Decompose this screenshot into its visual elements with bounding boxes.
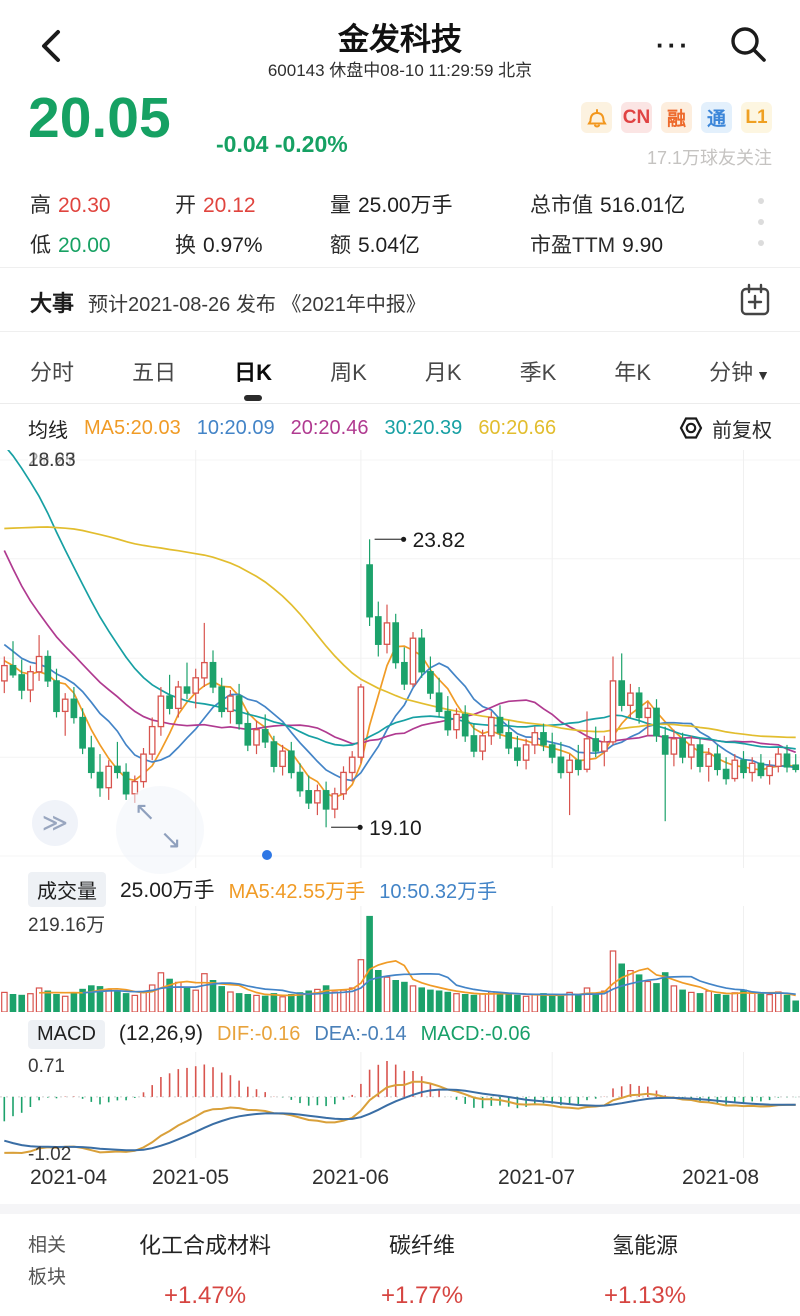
followers-count: 17.1万球友关注 — [646, 148, 772, 168]
x-label: 2021-07 — [498, 1166, 576, 1189]
stock-code-status: 600143 休盘中08-10 11:29:59 北京 — [267, 61, 533, 80]
price-change: -0.04 -0.20% — [216, 131, 348, 157]
adjust-mode-button[interactable]: 前复权 — [678, 414, 772, 443]
stat-market-cap: 总市值 516.01亿 — [530, 194, 686, 217]
macd-max-label: 0.71 — [28, 1056, 65, 1077]
volume-ma5: MA5:42.55万手 — [228, 880, 366, 903]
macd-label[interactable]: MACD — [28, 1019, 105, 1049]
stat-pe-ttm: 市盈TTM 9.90 — [530, 234, 664, 257]
back-icon[interactable] — [34, 26, 70, 66]
stats-pager-dots — [758, 198, 764, 246]
macd-chart[interactable]: 0.71 -1.02 — [0, 1052, 800, 1165]
calendar-add-icon[interactable] — [738, 282, 772, 318]
x-label: 2021-06 — [312, 1166, 390, 1189]
search-icon[interactable] — [726, 22, 770, 66]
price-annotation: 23.82 — [374, 529, 466, 552]
header: 金发科技 600143 休盘中08-10 11:29:59 北京 ··· — [0, 0, 800, 88]
chevron-down-icon: ▼ — [756, 366, 770, 383]
ma10-value: 10:20.09 — [196, 416, 275, 439]
macd-dif-value: DIF:-0.16 — [216, 1022, 301, 1045]
macd-hist-value: MACD:-0.06 — [420, 1022, 531, 1045]
volume-chart[interactable]: 219.16万 — [0, 906, 800, 1012]
macd-legend: MACD (12,26,9) DIF:-0.16 DEA:-0.14 MACD:… — [0, 1016, 800, 1052]
stat-amount: 额 5.04亿 — [330, 234, 420, 257]
stat-high: 高 20.30 — [30, 194, 111, 217]
more-menu-icon[interactable]: ··· — [656, 30, 691, 60]
svg-text:19.10: 19.10 — [369, 817, 422, 840]
period-tabs: 分时 五日 日K 周K 月K 季K 年K 分钟 ▼ — [0, 338, 800, 404]
ma-label: 均线 — [28, 419, 68, 442]
event-row[interactable]: 大事 预计2021-08-26 发布 《2021年中报》 — [0, 268, 800, 332]
indicator-dot — [262, 850, 272, 860]
current-price: 20.05 — [28, 86, 171, 150]
level-badge[interactable]: L1 — [741, 102, 772, 133]
x-axis-labels: 2021-04 2021-05 2021-06 2021-07 2021-08 — [0, 1160, 800, 1198]
x-label: 2021-04 — [30, 1166, 108, 1189]
tab-5day[interactable]: 五日 — [132, 359, 177, 385]
settings-nut-icon — [679, 417, 703, 439]
macd-chart-canvas — [0, 1052, 800, 1158]
volume-max-label: 219.16万 — [28, 915, 106, 936]
stat-low: 低 20.00 — [30, 234, 111, 257]
quote-stats: 高 20.30 开 20.12 量 25.00万手 总市值 516.01亿 低 20.00… — [30, 184, 750, 264]
price-tick: 18.63 — [28, 450, 76, 472]
tab-daily-k[interactable]: 日K — [234, 345, 272, 401]
ma20-value: 20:20.46 — [290, 416, 369, 439]
bell-icon — [586, 109, 607, 128]
ma60-value: 60:20.66 — [478, 416, 557, 439]
page-title: 金发科技 — [338, 22, 462, 57]
tab-weekly-k[interactable]: 周K — [330, 359, 367, 385]
ma30-value: 30:20.39 — [384, 416, 463, 439]
ma-legend: 均线 MA5:20.03 10:20.09 20:20.46 30:20.39 … — [0, 406, 800, 450]
tab-minutes-dropdown[interactable]: 分钟 ▼ — [709, 359, 770, 385]
related-sectors: 相关 板块 化工合成材料 +1.47% 碳纤维 +1.77% 氢能源 +1.13… — [0, 1214, 800, 1316]
selected-tab-indicator — [244, 394, 263, 401]
margin-badge[interactable]: 融 — [661, 102, 692, 133]
tab-minute[interactable]: 分时 — [30, 359, 75, 385]
event-tag: 大事 — [30, 291, 75, 316]
alert-bell-badge[interactable] — [581, 102, 612, 133]
volume-ma10: 10:50.32万手 — [379, 880, 498, 903]
stats-row-2: 低 20.00 换 0.97% 额 5.04亿 市盈TTM 9.90 — [30, 224, 750, 264]
related-sectors-label: 相关 板块 — [28, 1235, 67, 1289]
arrow-southeast-icon: ↘ — [160, 824, 182, 854]
x-label: 2021-08 — [682, 1166, 760, 1189]
divider — [0, 267, 800, 268]
stat-volume: 量 25.00万手 — [330, 194, 453, 217]
macd-params: (12,26,9) — [118, 1022, 203, 1045]
connect-badge[interactable]: 通 — [701, 102, 732, 133]
macd-min-label: -1.02 — [28, 1144, 72, 1165]
volume-label[interactable]: 成交量 — [28, 871, 106, 907]
tab-yearly-k[interactable]: 年K — [614, 359, 652, 385]
volume-chart-canvas — [1, 906, 800, 1012]
section-separator — [0, 1204, 800, 1214]
sector-item-3[interactable]: 氢能源 +1.13% — [603, 1233, 687, 1309]
market-badge-cn[interactable]: CN — [621, 102, 652, 133]
sector-item-1[interactable]: 化工合成材料 +1.47% — [138, 1233, 272, 1309]
macd-dea-value: DEA:-0.14 — [314, 1022, 407, 1045]
price-annotation: 19.10 — [331, 817, 422, 840]
sector-item-2[interactable]: 碳纤维 +1.77% — [380, 1233, 464, 1309]
ma5-value: MA5:20.03 — [84, 416, 181, 439]
arrow-northwest-icon: ↖ — [134, 796, 156, 826]
volume-current: 25.00万手 — [120, 879, 215, 902]
badge-row: CN 融 通 L1 — [581, 102, 772, 133]
event-text: 预计2021-08-26 发布 《2021年中报》 — [88, 294, 426, 316]
tab-monthly-k[interactable]: 月K — [424, 359, 462, 385]
tab-quarterly-k[interactable]: 季K — [519, 359, 557, 385]
pan-history-button[interactable]: ≫ — [32, 800, 78, 846]
stat-turnover-rate: 换 0.97% — [175, 234, 263, 257]
stat-open: 开 20.12 — [175, 194, 256, 217]
x-label: 2021-05 — [152, 1166, 230, 1189]
zoom-gesture-handle[interactable]: ↖ ↘ — [116, 786, 204, 874]
svg-text:23.82: 23.82 — [413, 529, 466, 552]
volume-legend: 成交量 25.00万手 MA5:42.55万手 10:50.32万手 — [0, 871, 800, 907]
price-chart-canvas: 23.82 19.10 — [0, 450, 800, 868]
stats-row-1: 高 20.30 开 20.12 量 25.00万手 总市值 516.01亿 — [30, 184, 750, 224]
